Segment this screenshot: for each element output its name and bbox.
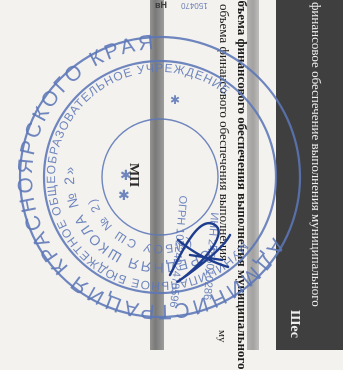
- round-stamp: АДМИНИСТРАЦИЯ КРАСНОЯРСКОГО КРАЯ МУНИЦИП…: [0, 0, 343, 350]
- mp-label: МП: [126, 162, 142, 188]
- signature-icon: [168, 221, 232, 283]
- dark-header-band: [276, 0, 343, 350]
- star-icon: ✱: [118, 187, 130, 203]
- star-icon: ✱: [120, 167, 132, 183]
- scan-gray-strip-2: [247, 0, 259, 350]
- fragment-label: вН: [155, 0, 168, 10]
- star-icon: ✱: [170, 93, 180, 107]
- scan-gray-strip: [150, 0, 164, 350]
